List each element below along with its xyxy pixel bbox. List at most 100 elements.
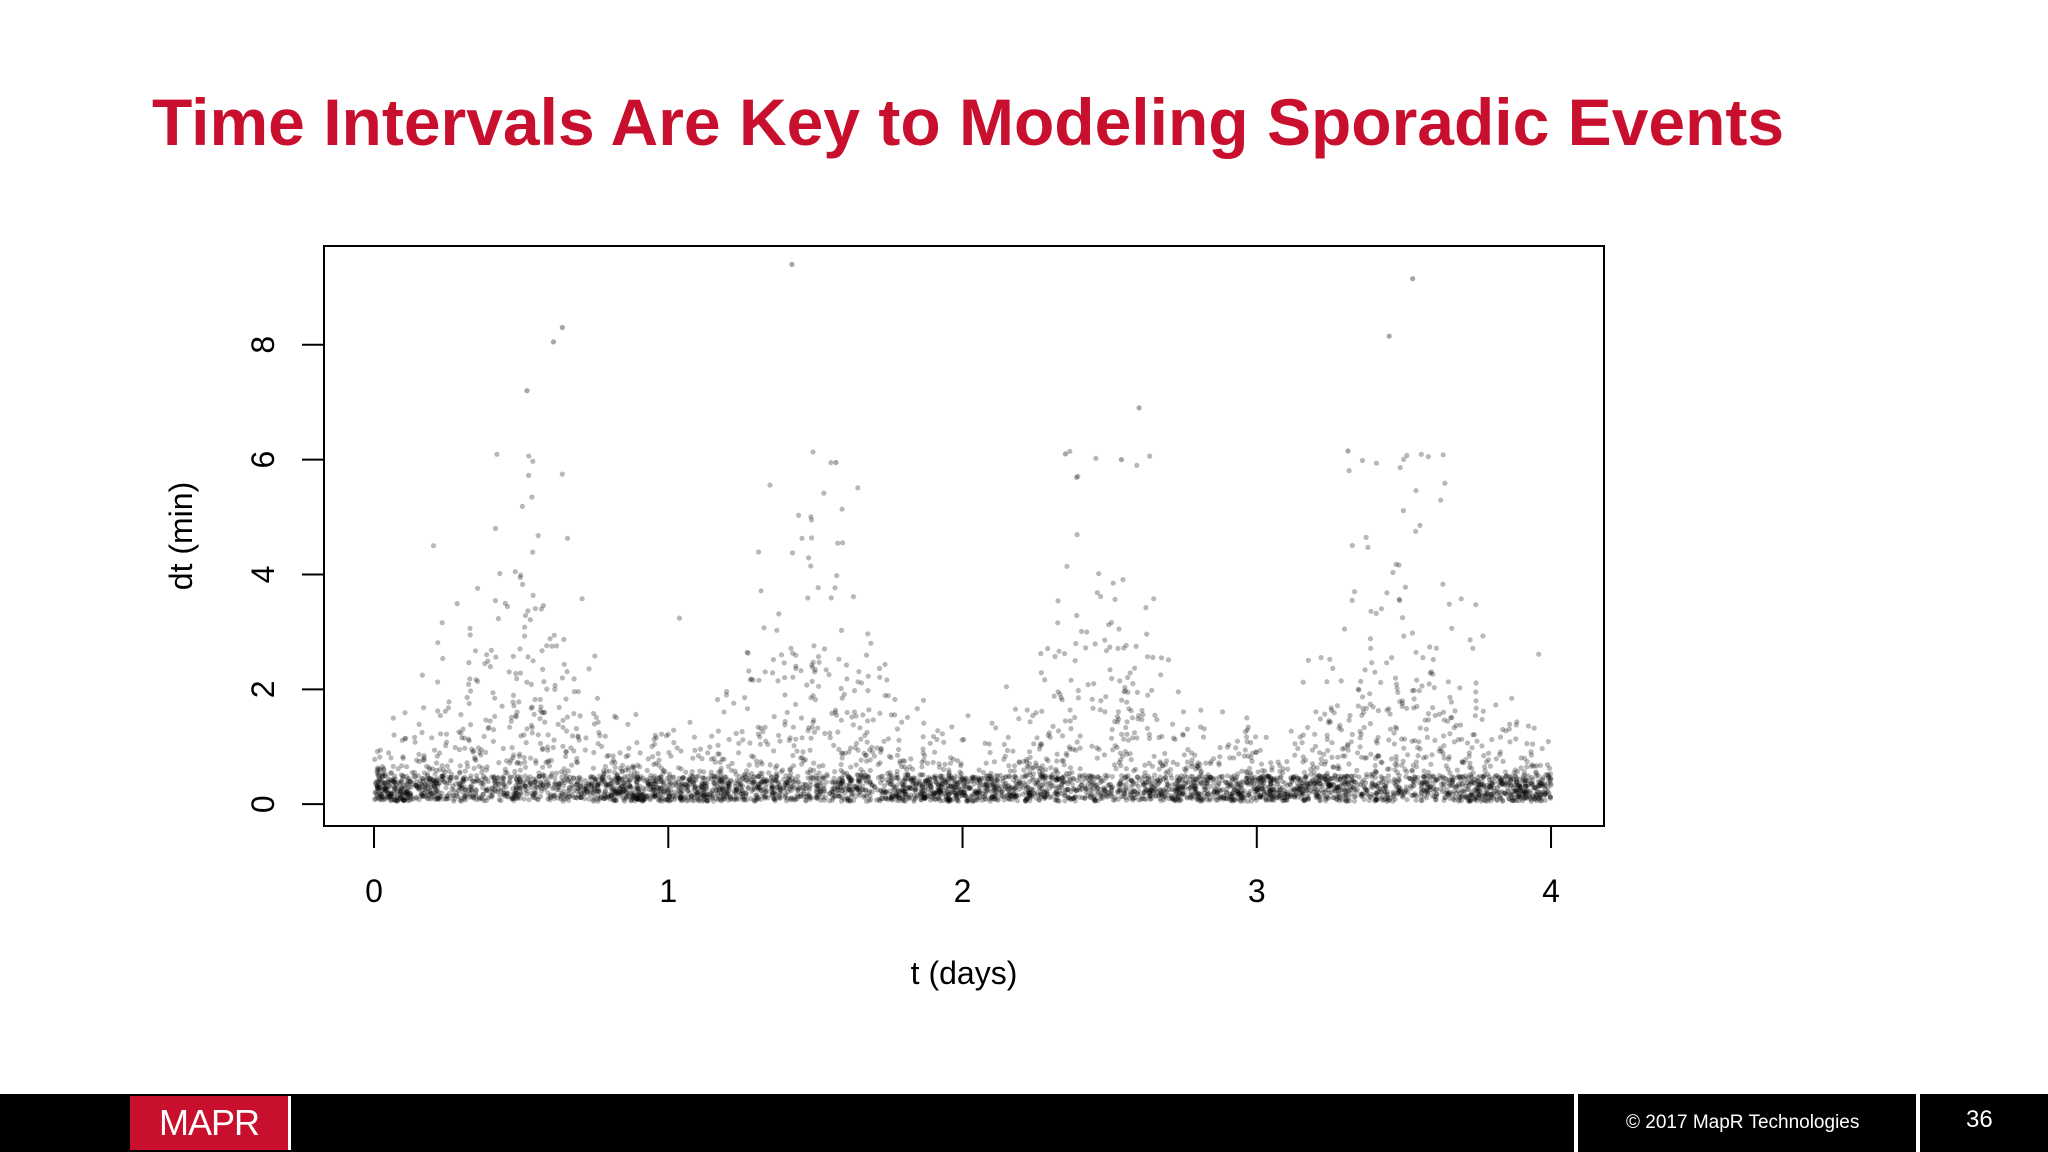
data-point <box>637 797 643 803</box>
data-point <box>963 793 969 799</box>
data-point <box>709 789 715 795</box>
data-point <box>1154 717 1160 723</box>
data-point <box>1424 795 1430 801</box>
data-point <box>988 776 995 782</box>
data-point <box>526 472 532 478</box>
data-point <box>776 732 782 739</box>
data-point <box>571 676 577 682</box>
data-point <box>795 787 801 793</box>
data-point <box>771 748 777 754</box>
data-point <box>569 762 575 768</box>
data-point <box>427 776 433 782</box>
data-point <box>1396 787 1402 793</box>
data-point <box>910 777 916 783</box>
data-point <box>374 748 380 755</box>
data-point <box>860 769 866 775</box>
data-point <box>645 756 651 762</box>
data-point <box>634 773 641 779</box>
data-point <box>1200 776 1206 782</box>
data-point <box>755 549 762 555</box>
data-point <box>859 775 865 781</box>
data-point <box>1313 789 1319 796</box>
data-point <box>1086 773 1092 779</box>
data-point <box>1327 776 1333 782</box>
data-point <box>506 794 512 800</box>
data-point <box>1409 630 1415 636</box>
data-point <box>1147 781 1153 787</box>
data-point <box>538 782 544 788</box>
data-point <box>1224 786 1230 793</box>
data-point <box>1468 779 1474 785</box>
data-point <box>1224 773 1231 779</box>
data-point <box>1141 773 1148 779</box>
data-point <box>603 768 610 774</box>
data-point <box>1152 786 1158 792</box>
data-point <box>1047 785 1053 791</box>
data-point <box>512 569 518 575</box>
data-point <box>857 725 863 731</box>
data-point <box>1499 775 1505 781</box>
data-point <box>476 763 482 769</box>
data-point <box>1005 795 1011 801</box>
data-point <box>869 789 875 795</box>
data-point <box>615 772 621 778</box>
data-point <box>540 746 546 753</box>
data-point <box>759 774 765 780</box>
data-point <box>506 780 512 786</box>
data-point <box>788 645 794 651</box>
data-point <box>950 796 956 802</box>
data-point <box>794 796 800 802</box>
data-point <box>1248 798 1254 804</box>
data-point <box>924 777 930 784</box>
data-point <box>1384 794 1390 800</box>
data-point <box>679 781 686 787</box>
data-point <box>1423 726 1429 732</box>
data-point <box>1072 658 1078 664</box>
data-point <box>673 794 679 800</box>
data-point <box>1012 763 1018 769</box>
data-point <box>1122 748 1128 755</box>
data-point <box>1493 702 1499 708</box>
data-point <box>1211 780 1217 786</box>
data-point <box>1016 716 1022 722</box>
data-point <box>755 782 762 788</box>
data-point <box>1509 797 1516 803</box>
data-point <box>1359 457 1366 464</box>
data-point <box>1408 785 1414 791</box>
data-point <box>1489 776 1495 782</box>
data-point <box>514 778 520 785</box>
data-point <box>579 596 585 602</box>
data-point <box>457 783 463 789</box>
data-point <box>1248 780 1255 786</box>
data-point <box>1404 452 1410 459</box>
data-point <box>928 783 934 789</box>
data-point <box>1452 797 1458 803</box>
data-point <box>459 785 465 791</box>
data-point <box>619 783 626 790</box>
data-point <box>716 751 723 757</box>
data-point <box>396 797 402 803</box>
data-point <box>510 692 517 699</box>
data-point <box>884 770 891 777</box>
data-point <box>574 781 580 787</box>
data-point <box>974 777 980 783</box>
data-point <box>1450 791 1456 797</box>
data-point <box>1258 780 1264 786</box>
data-point <box>653 776 659 782</box>
data-point <box>793 665 799 672</box>
data-point <box>1263 797 1269 803</box>
data-point <box>1096 746 1102 752</box>
data-point <box>1176 798 1182 804</box>
data-point <box>691 798 697 804</box>
data-point <box>1212 794 1218 800</box>
data-point <box>1268 792 1274 798</box>
data-point <box>1301 797 1307 803</box>
data-point <box>994 796 1000 803</box>
data-point <box>1367 636 1373 642</box>
data-point <box>755 785 761 791</box>
data-point <box>1514 776 1520 782</box>
data-point <box>815 792 821 798</box>
data-point <box>1308 771 1314 777</box>
data-point <box>425 789 431 795</box>
data-point <box>517 646 523 652</box>
